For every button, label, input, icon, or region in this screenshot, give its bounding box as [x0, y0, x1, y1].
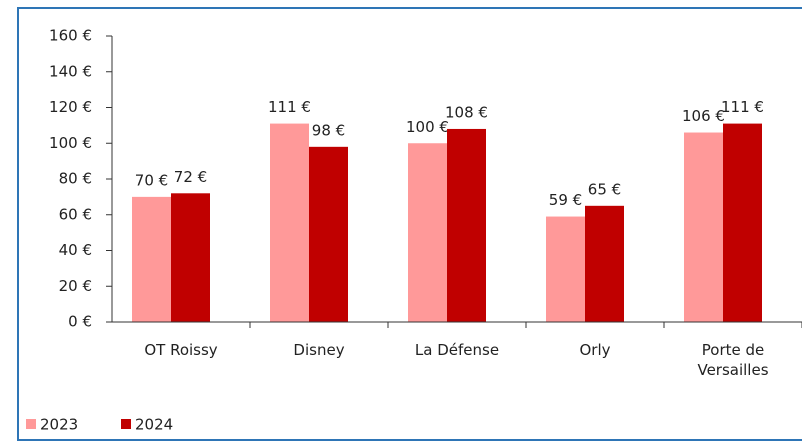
x-tick-label: Disney	[293, 341, 345, 359]
bar	[723, 123, 762, 323]
y-tick-label: 0 €	[68, 313, 92, 331]
bar	[585, 205, 624, 322]
frame	[17, 7, 802, 441]
x-tick-label: Porte de Versailles	[697, 341, 769, 379]
y-tick-label: 20 €	[59, 277, 92, 295]
legend-swatch	[26, 419, 36, 429]
bar	[447, 128, 486, 322]
x-tick-label: La Défense	[414, 341, 500, 359]
data-label: 106 €	[682, 107, 725, 125]
bar	[270, 123, 309, 323]
data-label: 98 €	[312, 121, 345, 139]
data-label: 70 €	[135, 171, 168, 189]
data-label: 100 €	[406, 118, 449, 136]
y-tick-label: 160 €	[49, 27, 92, 45]
data-label: 111 €	[721, 98, 764, 116]
bar	[546, 216, 585, 322]
legend-label: 2023	[40, 416, 78, 434]
bar	[309, 146, 348, 322]
data-label: 108 €	[445, 103, 488, 121]
bar	[408, 143, 447, 322]
legend-swatch	[121, 419, 131, 429]
y-tick-label: 60 €	[59, 205, 92, 223]
data-label: 72 €	[174, 168, 207, 186]
data-label: 65 €	[588, 180, 621, 198]
bar	[171, 193, 210, 322]
data-label: 59 €	[549, 191, 582, 209]
data-label: 111 €	[268, 98, 311, 116]
y-tick-label: 80 €	[59, 170, 92, 188]
legend-label: 2024	[135, 416, 173, 434]
bar	[132, 196, 171, 322]
x-tick-label: Orly	[579, 341, 611, 359]
y-tick-label: 140 €	[49, 62, 92, 80]
x-tick-label: OT Roissy	[144, 341, 218, 359]
bar	[684, 132, 723, 322]
y-tick-label: 120 €	[49, 98, 92, 116]
y-tick-label: 100 €	[49, 134, 92, 152]
y-tick-label: 40 €	[59, 241, 92, 259]
